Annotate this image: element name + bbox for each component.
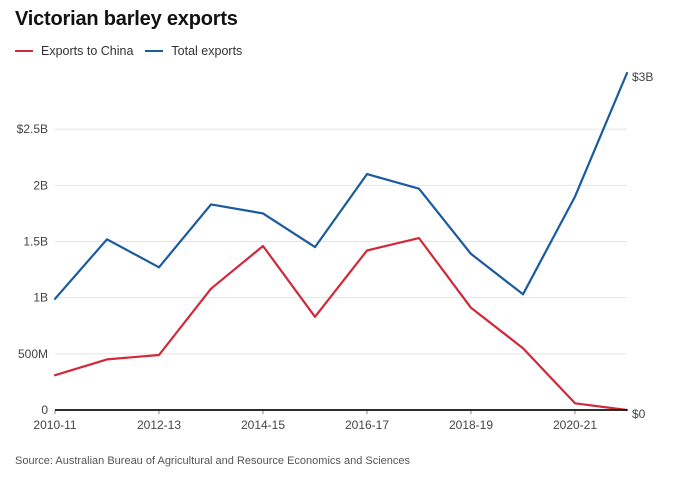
x-tick-label: 2010-11 bbox=[33, 418, 76, 432]
y-end-label-bottom: $0 bbox=[632, 407, 646, 421]
legend-item-china: Exports to China bbox=[15, 44, 133, 58]
legend-label-total: Total exports bbox=[171, 44, 243, 58]
source-note: Source: Australian Bureau of Agricultura… bbox=[15, 455, 410, 467]
x-tick-label: 2020-21 bbox=[553, 418, 597, 432]
x-tick-label: 2018-19 bbox=[449, 418, 493, 432]
y-tick-label: 2B bbox=[33, 178, 48, 192]
x-tick-label: 2014-15 bbox=[241, 418, 285, 432]
legend-swatch-total bbox=[145, 50, 164, 52]
chart-title: Victorian barley exports bbox=[15, 8, 238, 30]
legend: Exports to China Total exports bbox=[15, 44, 254, 58]
y-tick-label: 0 bbox=[41, 403, 48, 417]
legend-label-china: Exports to China bbox=[41, 44, 134, 58]
legend-swatch-china bbox=[15, 50, 33, 52]
x-tick-label: 2012-13 bbox=[137, 418, 181, 432]
y-end-label-top: $3B bbox=[632, 70, 653, 84]
legend-item-total: Total exports bbox=[145, 44, 242, 58]
series-line-total bbox=[53, 71, 629, 300]
y-tick-label: 500M bbox=[18, 347, 48, 361]
x-tick-label: 2016-17 bbox=[345, 418, 389, 432]
series-line-china bbox=[53, 237, 629, 412]
y-tick-label: $2.5B bbox=[17, 122, 48, 136]
y-tick-label: 1B bbox=[33, 291, 48, 305]
y-tick-label: 1.5B bbox=[23, 235, 48, 249]
